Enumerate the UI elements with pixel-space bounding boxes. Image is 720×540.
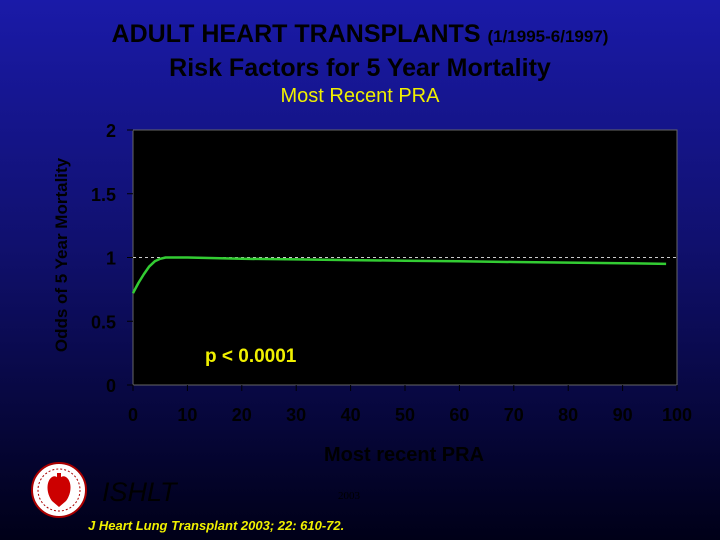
x-tick-label: 40 (341, 405, 361, 425)
y-axis-label: Odds of 5 Year Mortality (52, 157, 71, 353)
y-tick-label: 1 (106, 249, 116, 269)
y-tick-label: 0 (106, 376, 116, 396)
ishlt-logo-icon (31, 462, 87, 518)
x-tick-label: 20 (232, 405, 252, 425)
x-tick-label: 50 (395, 405, 415, 425)
x-tick-label: 80 (558, 405, 578, 425)
chart-title-line2: Risk Factors for 5 Year Mortality (169, 54, 551, 82)
x-tick-label: 10 (177, 405, 197, 425)
x-tick-label: 0 (128, 405, 138, 425)
chart-subtitle: Most Recent PRA (280, 85, 440, 107)
chart-title: ADULT HEART TRANSPLANTS (1/1995-6/1997) (0, 20, 720, 49)
citation-text: J Heart Lung Transplant 2003; 22: 610-72… (88, 518, 345, 533)
x-tick-label: 90 (613, 405, 633, 425)
year-text: 2003 (338, 490, 360, 502)
x-tick-label: 30 (286, 405, 306, 425)
x-tick-label: 70 (504, 405, 524, 425)
x-tick-label: 100 (662, 405, 692, 425)
y-tick-label: 0.5 (91, 312, 116, 332)
y-tick-label: 1.5 (91, 185, 116, 205)
title-main: ADULT HEART TRANSPLANTS (111, 20, 481, 48)
x-tick-label: 60 (449, 405, 469, 425)
brand-text: ISHLT (102, 477, 177, 507)
p-value-annotation: p < 0.0001 (205, 346, 297, 367)
title-dates: (1/1995-6/1997) (487, 27, 609, 46)
x-axis-label: Most recent PRA (323, 444, 485, 466)
series-line (131, 256, 667, 294)
y-tick-label: 2 (106, 121, 116, 141)
